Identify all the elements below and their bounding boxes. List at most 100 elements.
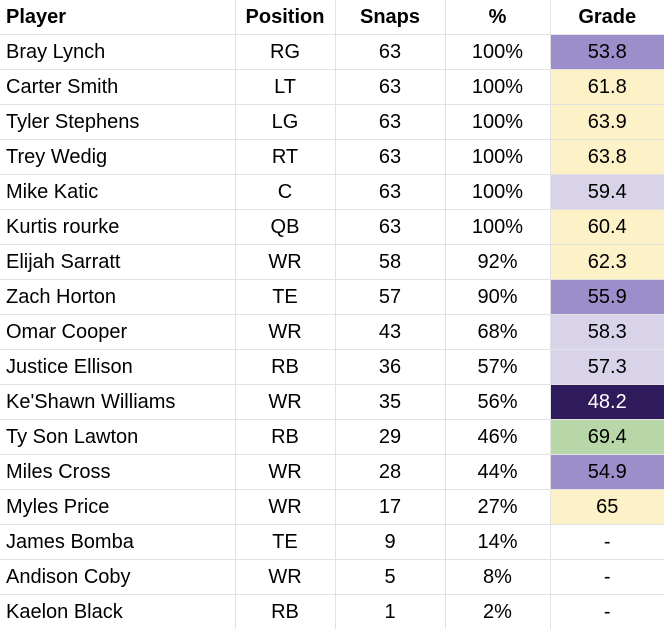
table-header: Player Position Snaps % Grade	[0, 0, 664, 35]
grade-cell[interactable]: -	[550, 525, 664, 560]
grade-cell[interactable]: 53.8	[550, 35, 664, 70]
position-cell[interactable]: WR	[235, 455, 335, 490]
position-cell[interactable]: WR	[235, 245, 335, 280]
player-cell[interactable]: James Bomba	[0, 525, 235, 560]
grade-cell[interactable]: 63.8	[550, 140, 664, 175]
percent-cell[interactable]: 100%	[445, 105, 550, 140]
player-cell[interactable]: Bray Lynch	[0, 35, 235, 70]
snaps-cell[interactable]: 43	[335, 315, 445, 350]
header-snaps[interactable]: Snaps	[335, 0, 445, 35]
player-cell[interactable]: Zach Horton	[0, 280, 235, 315]
grade-cell[interactable]: 58.3	[550, 315, 664, 350]
player-cell[interactable]: Ty Son Lawton	[0, 420, 235, 455]
percent-cell[interactable]: 8%	[445, 560, 550, 595]
grade-cell[interactable]: 55.9	[550, 280, 664, 315]
grade-cell[interactable]: 59.4	[550, 175, 664, 210]
position-cell[interactable]: WR	[235, 385, 335, 420]
grade-cell[interactable]: 61.8	[550, 70, 664, 105]
position-cell[interactable]: TE	[235, 280, 335, 315]
grade-cell[interactable]: 54.9	[550, 455, 664, 490]
grade-cell[interactable]: 63.9	[550, 105, 664, 140]
header-percent[interactable]: %	[445, 0, 550, 35]
player-cell[interactable]: Carter Smith	[0, 70, 235, 105]
grade-cell[interactable]: 60.4	[550, 210, 664, 245]
position-cell[interactable]: QB	[235, 210, 335, 245]
percent-cell[interactable]: 100%	[445, 35, 550, 70]
percent-cell[interactable]: 56%	[445, 385, 550, 420]
grade-cell[interactable]: 57.3	[550, 350, 664, 385]
snaps-cell[interactable]: 63	[335, 105, 445, 140]
player-cell[interactable]: Ke'Shawn Williams	[0, 385, 235, 420]
player-cell[interactable]: Miles Cross	[0, 455, 235, 490]
snaps-cell[interactable]: 63	[335, 210, 445, 245]
snaps-cell[interactable]: 17	[335, 490, 445, 525]
player-cell[interactable]: Tyler Stephens	[0, 105, 235, 140]
percent-cell[interactable]: 68%	[445, 315, 550, 350]
grade-cell[interactable]: 62.3	[550, 245, 664, 280]
header-grade[interactable]: Grade	[550, 0, 664, 35]
grade-cell[interactable]: 65	[550, 490, 664, 525]
snaps-cell[interactable]: 29	[335, 420, 445, 455]
position-cell[interactable]: RB	[235, 350, 335, 385]
snaps-cell[interactable]: 63	[335, 175, 445, 210]
snaps-cell[interactable]: 28	[335, 455, 445, 490]
percent-cell[interactable]: 57%	[445, 350, 550, 385]
percent-cell[interactable]: 2%	[445, 595, 550, 629]
grade-cell[interactable]: -	[550, 595, 664, 629]
percent-cell[interactable]: 100%	[445, 70, 550, 105]
percent-cell[interactable]: 100%	[445, 140, 550, 175]
player-cell[interactable]: Elijah Sarratt	[0, 245, 235, 280]
snaps-cell[interactable]: 63	[335, 140, 445, 175]
player-cell[interactable]: Kaelon Black	[0, 595, 235, 629]
percent-cell[interactable]: 100%	[445, 210, 550, 245]
snaps-cell[interactable]: 63	[335, 35, 445, 70]
grade-cell[interactable]: 48.2	[550, 385, 664, 420]
player-cell[interactable]: Myles Price	[0, 490, 235, 525]
position-cell[interactable]: LT	[235, 70, 335, 105]
position-cell[interactable]: WR	[235, 490, 335, 525]
snaps-cell[interactable]: 5	[335, 560, 445, 595]
header-player[interactable]: Player	[0, 0, 235, 35]
percent-cell[interactable]: 92%	[445, 245, 550, 280]
position-cell[interactable]: WR	[235, 560, 335, 595]
position-cell[interactable]: RB	[235, 595, 335, 629]
position-cell[interactable]: C	[235, 175, 335, 210]
snaps-cell[interactable]: 58	[335, 245, 445, 280]
grade-cell[interactable]: -	[550, 560, 664, 595]
percent-cell[interactable]: 27%	[445, 490, 550, 525]
player-cell[interactable]: Andison Coby	[0, 560, 235, 595]
snaps-cell[interactable]: 63	[335, 70, 445, 105]
player-cell[interactable]: Kurtis rourke	[0, 210, 235, 245]
position-cell[interactable]: RT	[235, 140, 335, 175]
position-cell[interactable]: WR	[235, 315, 335, 350]
percent-cell[interactable]: 100%	[445, 175, 550, 210]
percent-cell[interactable]: 14%	[445, 525, 550, 560]
snaps-cell[interactable]: 1	[335, 595, 445, 629]
header-position[interactable]: Position	[235, 0, 335, 35]
snaps-cell[interactable]: 9	[335, 525, 445, 560]
position-cell[interactable]: TE	[235, 525, 335, 560]
position-cell[interactable]: LG	[235, 105, 335, 140]
player-cell[interactable]: Omar Cooper	[0, 315, 235, 350]
position-cell[interactable]: RG	[235, 35, 335, 70]
snaps-cell[interactable]: 35	[335, 385, 445, 420]
player-cell[interactable]: Justice Ellison	[0, 350, 235, 385]
grade-cell[interactable]: 69.4	[550, 420, 664, 455]
position-cell[interactable]: RB	[235, 420, 335, 455]
snaps-cell[interactable]: 36	[335, 350, 445, 385]
player-cell[interactable]: Trey Wedig	[0, 140, 235, 175]
percent-cell[interactable]: 46%	[445, 420, 550, 455]
percent-cell[interactable]: 90%	[445, 280, 550, 315]
snaps-cell[interactable]: 57	[335, 280, 445, 315]
percent-cell[interactable]: 44%	[445, 455, 550, 490]
player-cell[interactable]: Mike Katic	[0, 175, 235, 210]
